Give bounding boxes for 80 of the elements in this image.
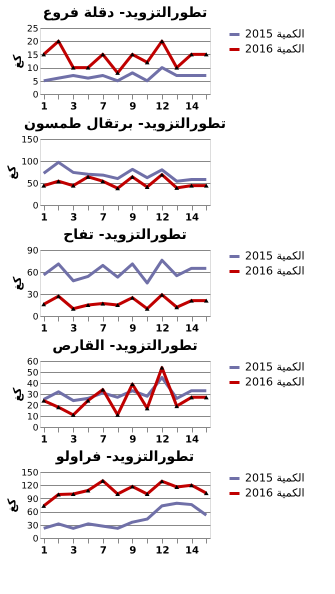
legend-label: 2015 الكمية [245, 28, 305, 40]
y-tick-label: 30 [27, 290, 39, 300]
chart-title: تطورالتزويد- برتقال طمسون [24, 116, 226, 132]
legend-label: 2016 الكمية [245, 42, 305, 56]
x-tick-label: 9 [129, 324, 136, 334]
x-tick-label: 12 [155, 212, 170, 224]
y-tick-label: 30 [27, 521, 39, 532]
x-tick-label: 12 [155, 102, 170, 112]
line-series [42, 160, 208, 183]
y-axis-title: كغ [11, 54, 24, 68]
y-tick-label: 60 [27, 508, 39, 518]
legend-label: 2016 الكمية [245, 264, 305, 278]
y-tick-label: 20 [27, 402, 39, 412]
x-tick-label: 14 [185, 324, 200, 334]
x-tick-label: 1 [40, 434, 48, 446]
y-tick-label: 20 [27, 38, 39, 48]
chart-title: تطورالتزويد- القارص [52, 338, 198, 354]
x-tick-label: 1 [40, 324, 48, 334]
text: 2016 الكمية [245, 376, 305, 388]
y-tick-label: 60 [27, 358, 39, 368]
y-tick-label: 90 [27, 494, 39, 505]
y-axis-title: كغ [11, 386, 24, 402]
y-tick-label: 0 [32, 90, 39, 100]
y-axis-title: كغ [5, 498, 18, 512]
x-tick-label: 7 [100, 212, 107, 224]
x-tick-label: 7 [100, 102, 107, 112]
y-tick-label: 5 [32, 77, 38, 88]
x-tick-label: 3 [70, 324, 78, 334]
y-tick-label: 100 [21, 158, 39, 168]
y-tick-label: 30 [27, 390, 39, 400]
y-tick-label: 25 [27, 24, 38, 34]
y-tick-label: 10 [27, 412, 39, 422]
line-series [42, 66, 208, 82]
y-tick-label: 0 [32, 202, 39, 212]
y-axis-title: كغ [5, 164, 18, 180]
x-tick-label: 12 [155, 434, 170, 446]
x-tick-label: 3 [70, 102, 78, 112]
y-tick-label: 150 [21, 136, 39, 146]
y-tick-label: 50 [27, 368, 39, 378]
chart-title: تطورالتزويد- تفاح [63, 227, 187, 243]
y-tick-label: 0 [32, 534, 39, 544]
x-tick-label: 1 [40, 102, 48, 112]
x-tick-label: 3 [70, 434, 78, 446]
x-tick-label: 14 [185, 102, 200, 112]
x-tick-label: 9 [129, 102, 136, 112]
x-tick-label: 14 [185, 546, 200, 556]
y-tick-label: 150 [21, 468, 39, 478]
y-tick-label: 0 [32, 312, 39, 322]
x-tick-label: 7 [100, 324, 107, 334]
x-tick-label: 9 [129, 212, 136, 224]
chart-title: تطورالتزويد- فراولو [54, 449, 194, 465]
y-tick-label: 40 [27, 380, 39, 390]
y-tick-label: 15 [27, 50, 38, 61]
y-tick-label: 50 [27, 180, 39, 190]
x-tick-label: 9 [129, 546, 136, 556]
x-tick-label: 14 [185, 434, 200, 446]
x-tick-label: 14 [185, 212, 200, 224]
y-tick-label: 10 [27, 64, 39, 74]
y-tick-label: 60 [27, 268, 39, 278]
legend-label: 2015 الكمية [245, 250, 305, 262]
x-tick-label: 3 [70, 546, 78, 556]
x-tick-label: 12 [155, 546, 170, 556]
y-tick-label: 120 [21, 482, 39, 492]
chart-title: تطورالتزويد- دقلة فروع [42, 5, 208, 21]
text: 2015 الكمية [245, 360, 305, 374]
x-tick-label: 1 [40, 212, 48, 224]
legend-label: 2016 الكمية [245, 486, 305, 500]
line-series [41, 478, 209, 508]
y-tick-label: 0 [32, 424, 39, 434]
x-tick-label: 9 [129, 434, 136, 446]
x-tick-label: 12 [155, 324, 170, 334]
y-axis-title: كغ [11, 276, 24, 290]
x-tick-label: 3 [70, 212, 78, 224]
x-tick-label: 7 [100, 434, 107, 446]
x-tick-label: 1 [40, 546, 48, 556]
line-series [42, 502, 208, 530]
x-tick-label: 7 [100, 546, 107, 556]
line-series [42, 258, 208, 284]
legend-label: 2015 الكمية [245, 472, 305, 484]
y-tick-label: 90 [27, 246, 39, 256]
